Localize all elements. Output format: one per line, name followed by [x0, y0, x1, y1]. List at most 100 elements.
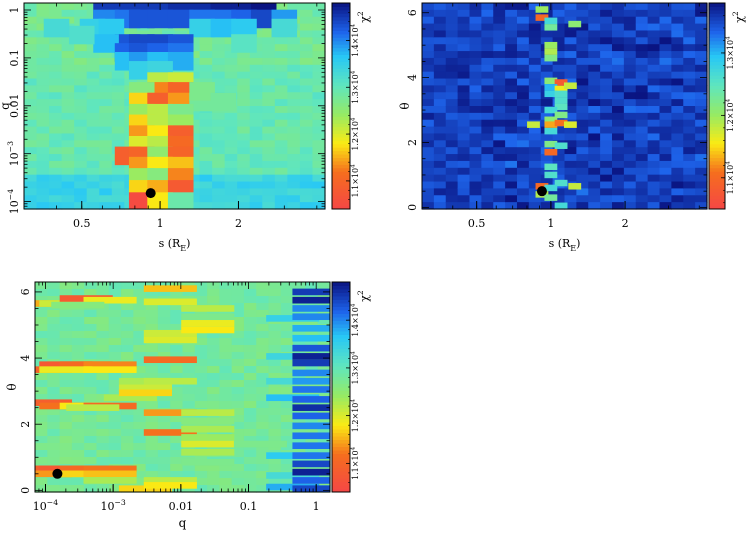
- heatmap-bg-cell: [61, 167, 75, 176]
- heatmap-bg-cell: [61, 71, 75, 80]
- heatmap-bg-cell: [219, 359, 233, 367]
- heatmap-bg-cell: [84, 345, 98, 353]
- heatmap-bg-cell: [623, 23, 637, 32]
- colorbar-step: [332, 376, 350, 381]
- heatmap-bg-cell: [182, 464, 196, 472]
- heatmap-bg-cell: [224, 78, 238, 86]
- heatmap-bg-cell: [469, 174, 482, 183]
- colorbar-step: [332, 188, 350, 193]
- heatmap-bg-cell: [588, 181, 601, 189]
- heatmap-bg-cell: [86, 188, 100, 196]
- heatmap-bg-cell: [36, 23, 50, 32]
- heatmap-bg-cell: [695, 44, 708, 52]
- heatmap-bg-cell: [111, 99, 125, 107]
- heatmap-bg-cell: [299, 71, 314, 80]
- heatmap-bg-cell: [422, 64, 435, 73]
- heatmap-bg-cell: [182, 394, 196, 402]
- heatmap-bg-cell: [671, 64, 684, 73]
- heatmap-bg-cell: [564, 30, 577, 38]
- heatmap-bg-cell: [457, 85, 471, 93]
- heatmap-bg-cell: [445, 112, 459, 121]
- heatmap-bg-cell: [683, 64, 696, 73]
- heatmap-cell: [103, 394, 157, 402]
- heatmap-bg-cell: [59, 331, 73, 339]
- heatmap-bg-cell: [35, 422, 48, 430]
- heatmap-cell: [554, 179, 568, 187]
- heatmap-bg-cell: [219, 401, 233, 409]
- heatmap-cell: [167, 52, 194, 71]
- heatmap-bg-cell: [517, 174, 530, 183]
- heatmap-bg-cell: [317, 317, 331, 325]
- heatmap-bg-cell: [481, 140, 494, 148]
- heatmap-bg-cell: [433, 133, 447, 141]
- heatmap-bg-cell: [287, 85, 301, 93]
- heatmap-bg-cell: [671, 126, 684, 135]
- heatmap-bg-cell: [187, 133, 201, 141]
- heatmap-bg-cell: [182, 422, 196, 430]
- colorbar-step: [332, 78, 350, 83]
- heatmap-bg-cell: [157, 366, 171, 374]
- heatmap-bg-cell: [108, 331, 122, 339]
- heatmap-bg-cell: [99, 85, 113, 93]
- heatmap-bg-cell: [312, 37, 326, 45]
- heatmap-bg-cell: [422, 23, 435, 32]
- heatmap-bg-cell: [262, 51, 276, 59]
- heatmap-bg-cell: [457, 23, 471, 32]
- heatmap-bg-cell: [612, 71, 625, 80]
- heatmap-bg-cell: [47, 408, 61, 416]
- heatmap-bg-cell: [256, 457, 270, 465]
- heatmap-bg-cell: [623, 51, 637, 59]
- heatmap-bg-cell: [659, 85, 672, 93]
- heatmap-bg-cell: [695, 154, 708, 162]
- heatmap-bg-cell: [157, 289, 171, 297]
- heatmap-bg-cell: [157, 471, 171, 479]
- heatmap-bg-cell: [564, 112, 577, 121]
- heatmap-bg-cell: [528, 195, 542, 203]
- heatmap-bg-cell: [671, 140, 684, 148]
- heatmap-bg-cell: [671, 160, 684, 169]
- heatmap-bg-cell: [647, 23, 661, 32]
- colorbar-step: [332, 422, 350, 426]
- heatmap-bg-cell: [145, 310, 159, 318]
- heatmap-bg-cell: [457, 140, 471, 148]
- heatmap-bg-cell: [287, 147, 301, 155]
- heatmap-bg-cell: [576, 202, 589, 210]
- heatmap-bg-cell: [445, 71, 459, 80]
- heatmap-bg-cell: [212, 51, 226, 59]
- heatmap-bg-cell: [170, 457, 184, 465]
- heatmap-bg-cell: [262, 57, 276, 66]
- heatmap-bg-cell: [469, 3, 482, 11]
- heatmap-bg-cell: [111, 78, 125, 86]
- heatmap-bg-cell: [274, 64, 288, 73]
- heatmap-bg-cell: [505, 37, 518, 45]
- heatmap-bg-cell: [287, 154, 301, 162]
- heatmap-bg-cell: [274, 99, 288, 107]
- heatmap-bg-cell: [212, 112, 226, 121]
- heatmap-bg-cell: [299, 188, 314, 196]
- heatmap-bg-cell: [528, 51, 542, 59]
- heatmap-bg-cell: [111, 167, 125, 176]
- heatmap-cell: [568, 20, 582, 28]
- heatmap-bg-cell: [86, 99, 100, 107]
- colorbar-tick-label: 1.4×104: [350, 303, 360, 337]
- heatmap-bg-cell: [683, 140, 696, 148]
- colorbar-step: [709, 78, 725, 83]
- colorbar-step: [332, 33, 350, 38]
- heatmap-bg-cell: [299, 202, 314, 210]
- heatmap-bg-cell: [671, 16, 684, 25]
- heatmap-bg-cell: [552, 44, 566, 52]
- heatmap-bg-cell: [299, 9, 314, 18]
- heatmap-bg-cell: [493, 147, 506, 155]
- heatmap-cell: [544, 24, 558, 31]
- heatmap-bg-cell: [576, 119, 589, 128]
- heatmap-bg-cell: [268, 422, 282, 430]
- heatmap-bg-cell: [84, 352, 98, 360]
- heatmap-bg-cell: [312, 174, 326, 183]
- heatmap-bg-cell: [612, 202, 625, 210]
- heatmap-bg-cell: [231, 457, 245, 465]
- heatmap-bg-cell: [256, 289, 270, 297]
- heatmap-bg-cell: [71, 324, 85, 332]
- colorbar-step: [332, 99, 350, 104]
- heatmap-bg-cell: [445, 51, 459, 59]
- heatmap-bg-cell: [305, 282, 319, 290]
